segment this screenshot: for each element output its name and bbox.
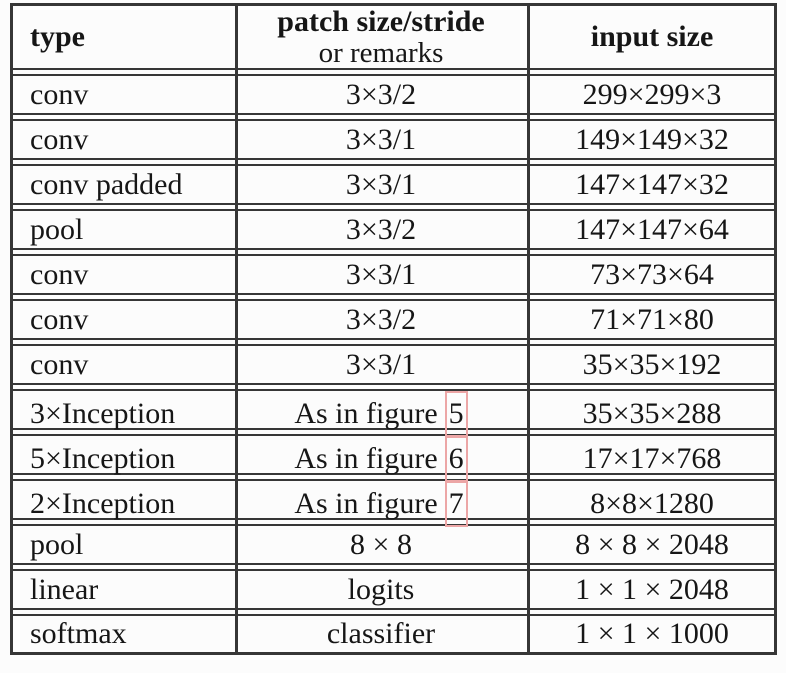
cell-type: conv xyxy=(30,122,89,156)
table-row: conv padded 3×3/1 147×147×32 xyxy=(10,164,777,205)
cell-type: conv xyxy=(30,257,89,291)
table-row: softmax classifier 1 × 1 × 1000 xyxy=(10,614,777,655)
cell-type: conv xyxy=(30,302,89,336)
column-divider-1 xyxy=(235,3,238,655)
cell-remark: 3×3/1 xyxy=(345,347,417,381)
cell-input: 147×147×32 xyxy=(575,167,729,201)
table-row: conv 3×3/1 149×149×32 xyxy=(10,119,777,160)
column-divider-2 xyxy=(527,3,530,655)
cell-input: 147×147×64 xyxy=(575,212,729,246)
cell-input: 8 × 8 × 2048 xyxy=(575,527,729,561)
cell-input: 17×17×768 xyxy=(582,442,722,475)
cell-type: 2×Inception xyxy=(30,487,176,520)
remark-prefix: As in figure xyxy=(294,442,438,475)
cell-input: 35×35×288 xyxy=(582,397,722,430)
cell-remark: 3×3/1 xyxy=(345,257,417,291)
table-right-border xyxy=(774,3,777,655)
table-row: 5×Inception As in figure 6 17×17×768 xyxy=(10,434,777,482)
table-row: pool 3×3/2 147×147×64 xyxy=(10,209,777,250)
header-type: type xyxy=(30,20,85,53)
header-patch-line2: or remarks xyxy=(318,36,444,69)
figure-6-link[interactable]: 6 xyxy=(444,436,468,482)
cell-type: conv xyxy=(30,347,89,381)
cell-input: 8×8×1280 xyxy=(590,487,714,520)
cell-input: 35×35×192 xyxy=(582,347,722,381)
cell-type: pool xyxy=(30,212,84,246)
cell-remark: As in figure 7 xyxy=(235,481,527,527)
cell-remark: logits xyxy=(347,572,415,606)
cell-type: softmax xyxy=(30,617,127,650)
cell-input: 1 × 1 × 1000 xyxy=(575,617,729,650)
cell-input: 71×71×80 xyxy=(590,302,714,336)
cell-type: conv padded xyxy=(30,167,183,201)
cell-type: pool xyxy=(30,527,84,561)
cell-type: linear xyxy=(30,572,99,606)
table-row: 3×Inception As in figure 5 35×35×288 xyxy=(10,389,777,437)
cell-input: 299×299×3 xyxy=(582,77,722,111)
table-row: conv 3×3/1 73×73×64 xyxy=(10,254,777,295)
table-row: pool 8 × 8 8 × 8 × 2048 xyxy=(10,524,777,565)
cell-remark: 3×3/1 xyxy=(345,122,417,156)
table-row: linear logits 1 × 1 × 2048 xyxy=(10,569,777,610)
figure-7-link[interactable]: 7 xyxy=(444,481,468,527)
header-patch-size-stride: patch size/stride or remarks xyxy=(235,6,527,68)
header-input-size: input size xyxy=(590,20,714,53)
cell-remark: As in figure 6 xyxy=(235,436,527,482)
header-patch-line1: patch size/stride xyxy=(277,4,485,38)
table-left-border xyxy=(10,3,13,655)
header-patch-stack: patch size/stride or remarks xyxy=(277,4,485,69)
remark-prefix: As in figure xyxy=(294,397,438,430)
cell-remark: classifier xyxy=(326,617,436,650)
cell-remark: As in figure 5 xyxy=(235,391,527,437)
cell-type: conv xyxy=(30,77,89,111)
cell-remark: 8 × 8 xyxy=(350,527,412,561)
cell-type: 3×Inception xyxy=(30,397,176,430)
table-header-row: type patch size/stride or remarks input … xyxy=(10,3,777,70)
cell-input: 149×149×32 xyxy=(575,122,729,156)
table-row: 2×Inception As in figure 7 8×8×1280 xyxy=(10,479,777,527)
cell-remark: 3×3/1 xyxy=(345,167,417,201)
remark-prefix: As in figure xyxy=(294,487,438,520)
cell-input: 1 × 1 × 2048 xyxy=(575,572,729,606)
architecture-table: type patch size/stride or remarks input … xyxy=(10,3,777,655)
cell-type: 5×Inception xyxy=(30,442,176,475)
table-row: conv 3×3/1 35×35×192 xyxy=(10,344,777,385)
cell-remark: 3×3/2 xyxy=(345,302,417,336)
cell-remark: 3×3/2 xyxy=(345,212,417,246)
table-row: conv 3×3/2 71×71×80 xyxy=(10,299,777,340)
table-row: conv 3×3/2 299×299×3 xyxy=(10,74,777,115)
figure-5-link[interactable]: 5 xyxy=(444,391,468,437)
cell-input: 73×73×64 xyxy=(590,257,714,291)
cell-remark: 3×3/2 xyxy=(345,77,417,111)
